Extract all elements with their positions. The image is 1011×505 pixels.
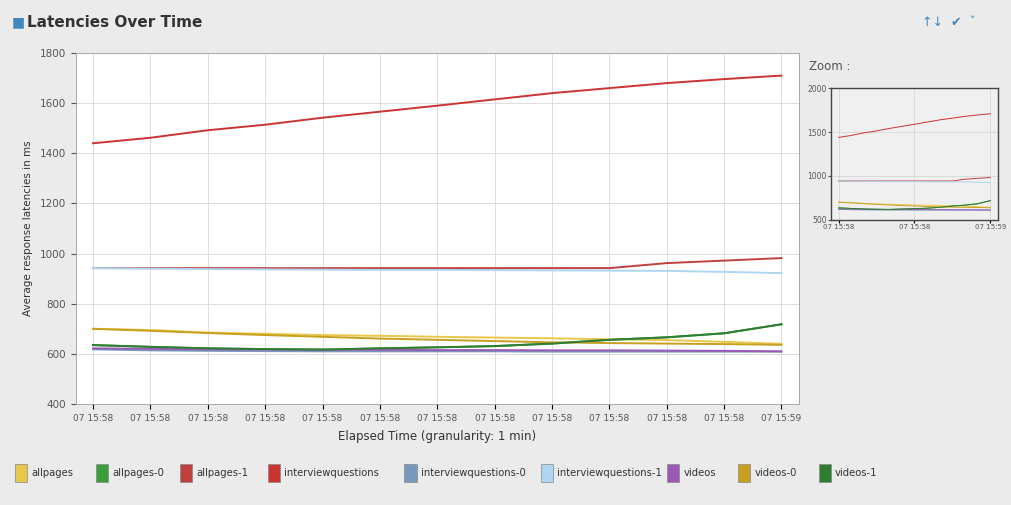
Text: ↑↓  ✔  ˇ: ↑↓ ✔ ˇ [922, 16, 976, 29]
Text: interviewquestions: interviewquestions [284, 469, 379, 478]
Bar [819, 465, 831, 482]
Text: videos-0: videos-0 [754, 469, 797, 478]
Text: interviewquestions-1: interviewquestions-1 [557, 469, 662, 478]
Bar [404, 465, 417, 482]
Text: allpages: allpages [31, 469, 74, 478]
Bar [15, 465, 27, 482]
Bar [667, 465, 679, 482]
Text: Latencies Over Time: Latencies Over Time [27, 15, 202, 30]
Text: Zoom :: Zoom : [809, 60, 850, 73]
Bar [541, 465, 553, 482]
Y-axis label: Average response latencies in ms: Average response latencies in ms [23, 141, 33, 316]
Bar [268, 465, 280, 482]
Text: videos-1: videos-1 [835, 469, 878, 478]
Text: allpages-1: allpages-1 [196, 469, 248, 478]
Bar [738, 465, 750, 482]
Text: interviewquestions-0: interviewquestions-0 [421, 469, 526, 478]
Bar [180, 465, 192, 482]
X-axis label: Elapsed Time (granularity: 1 min): Elapsed Time (granularity: 1 min) [339, 430, 536, 443]
Bar [96, 465, 108, 482]
Text: allpages-0: allpages-0 [112, 469, 164, 478]
Text: ■: ■ [12, 16, 25, 30]
Text: videos: videos [683, 469, 716, 478]
